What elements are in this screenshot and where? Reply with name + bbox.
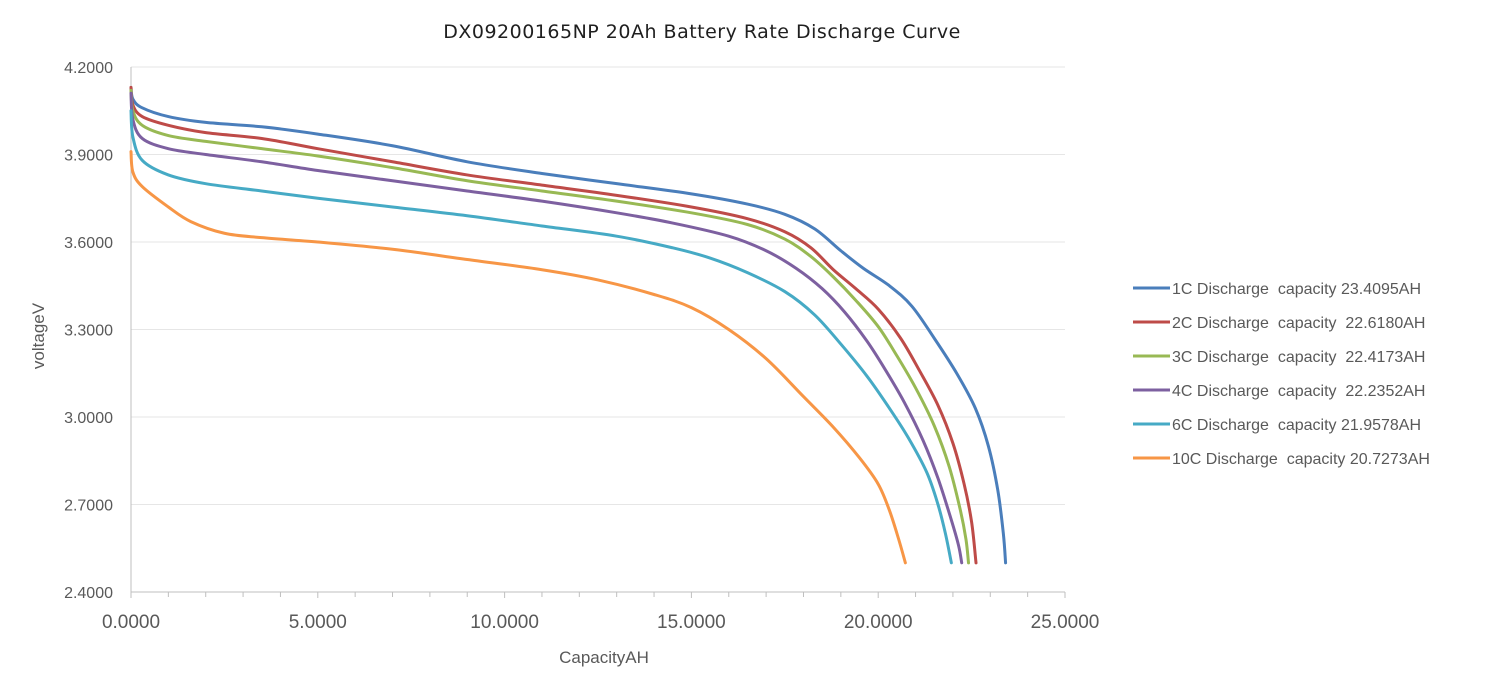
y-tick-label: 3.6000 (64, 235, 113, 252)
y-tick-label: 2.4000 (64, 585, 113, 602)
y-tick-labels: 2.4000 2.7000 3.0000 3.3000 3.6000 3.9000 4.20… (64, 60, 113, 602)
legend-label-6c: 6C Discharge capacity 21.9578AH (1172, 417, 1421, 434)
x-tick-label: 0.0000 (102, 612, 160, 633)
y-tick-label: 3.0000 (64, 410, 113, 427)
legend-label-10c: 10C Discharge capacity 20.7273AH (1172, 451, 1430, 468)
x-tick-labels: 0.0000 5.0000 10.0000 15.0000 20.0000 25.0000 (102, 612, 1099, 633)
axes (130, 67, 1066, 598)
y-tick-label: 3.9000 (64, 148, 113, 165)
series-line-3c (129, 88, 971, 565)
x-tick-label: 25.0000 (1031, 612, 1100, 633)
legend-label-1c: 1C Discharge capacity 23.4095AH (1172, 281, 1421, 298)
grid (131, 66, 1065, 505)
x-tick-label: 15.0000 (657, 612, 726, 633)
x-tick-label: 10.0000 (470, 612, 539, 633)
series-line-6c (129, 109, 953, 565)
legend-label-3c: 3C Discharge capacity 22.4173AH (1172, 349, 1425, 366)
x-tick-label: 20.0000 (844, 612, 913, 633)
series-line-1c (129, 85, 1008, 565)
legend-label-2c: 2C Discharge capacity 22.6180AH (1172, 315, 1425, 332)
y-tick-label: 2.7000 (64, 498, 113, 515)
plot-area (129, 85, 1008, 565)
legend: 1C Discharge capacity 23.4095AH 2C Discha… (1133, 281, 1430, 468)
y-axis-label: voltageV (29, 302, 48, 369)
y-tick-label: 4.2000 (64, 60, 113, 77)
chart-title: DX09200165NP 20Ah Battery Rate Discharge… (443, 21, 961, 43)
x-tick-label: 5.0000 (289, 612, 347, 633)
x-axis-label: CapacityAH (559, 648, 649, 667)
y-tick-label: 3.3000 (64, 323, 113, 340)
series-line-2c (129, 85, 978, 565)
series-line-10c (129, 150, 907, 565)
legend-label-4c: 4C Discharge capacity 22.2352AH (1172, 383, 1425, 400)
series-line-4c (129, 91, 964, 565)
